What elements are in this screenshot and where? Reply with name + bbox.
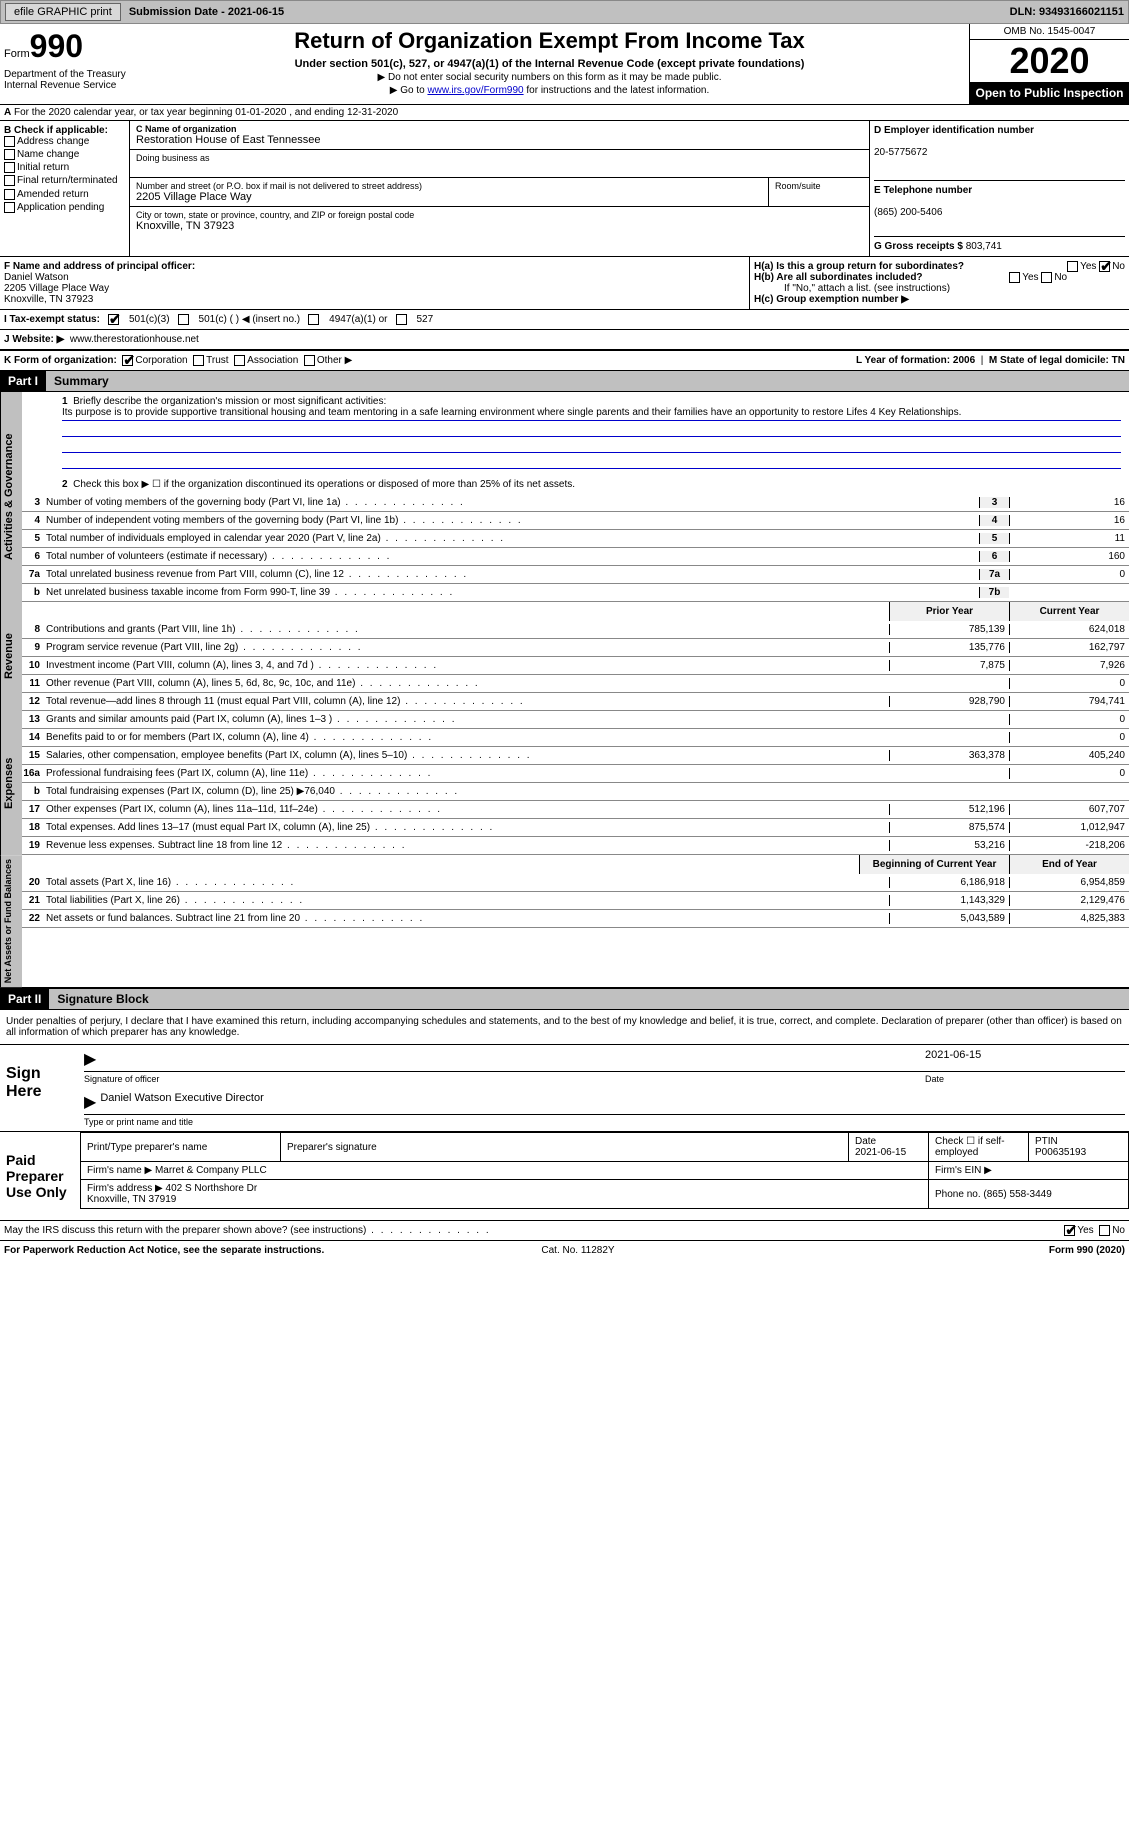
box-c: C Name of organizationRestoration House … (130, 121, 869, 256)
section-b-to-g: B Check if applicable: Address change Na… (0, 121, 1129, 257)
gross-receipts: 803,741 (966, 241, 1002, 252)
line-8: 8Contributions and grants (Part VIII, li… (22, 621, 1129, 639)
line-17: 17Other expenses (Part IX, column (A), l… (22, 801, 1129, 819)
row-k: K Form of organization: Corporation Trus… (0, 351, 1129, 371)
phone: (865) 200-5406 (874, 207, 942, 218)
org-name: Restoration House of East Tennessee (136, 134, 863, 146)
governance-section: Activities & Governance 1 Briefly descri… (0, 392, 1129, 602)
omb-number: OMB No. 1545-0047 (970, 24, 1129, 40)
footer: For Paperwork Reduction Act Notice, see … (0, 1241, 1129, 1260)
discuss-row: May the IRS discuss this return with the… (0, 1221, 1129, 1241)
line-4: 4Number of independent voting members of… (22, 512, 1129, 530)
tax-year: 2020 (970, 40, 1129, 82)
line-7a: 7aTotal unrelated business revenue from … (22, 566, 1129, 584)
city-state-zip: Knoxville, TN 37923 (136, 220, 863, 232)
line-22: 22Net assets or fund balances. Subtract … (22, 910, 1129, 928)
line-9: 9Program service revenue (Part VIII, lin… (22, 639, 1129, 657)
efile-print-button[interactable]: efile GRAPHIC print (5, 3, 121, 21)
dept-label: Department of the Treasury Internal Reve… (4, 69, 126, 91)
top-toolbar: efile GRAPHIC print Submission Date - 20… (0, 0, 1129, 24)
line-16a: 16aProfessional fundraising fees (Part I… (22, 765, 1129, 783)
dln: DLN: 93493166021151 (1010, 6, 1124, 18)
line-3: 3Number of voting members of the governi… (22, 494, 1129, 512)
public-inspection: Open to Public Inspection (970, 82, 1129, 104)
part-2-header: Part IISignature Block (0, 989, 1129, 1010)
line-12: 12Total revenue—add lines 8 through 11 (… (22, 693, 1129, 711)
street-address: 2205 Village Place Way (136, 191, 762, 203)
row-j-website: J Website: ▶ www.therestorationhouse.net (0, 330, 1129, 351)
signature-declaration: Under penalties of perjury, I declare th… (0, 1010, 1129, 1045)
box-d-e-g: D Employer identification number20-57756… (869, 121, 1129, 256)
line-b: bTotal fundraising expenses (Part IX, co… (22, 783, 1129, 801)
box-b: B Check if applicable: Address change Na… (0, 121, 130, 256)
sign-here-row: Sign Here ▶2021-06-15 Signature of offic… (0, 1045, 1129, 1132)
line-10: 10Investment income (Part VIII, column (… (22, 657, 1129, 675)
website-url: www.therestorationhouse.net (70, 334, 199, 345)
paid-preparer-row: Paid Preparer Use Only Print/Type prepar… (0, 1132, 1129, 1221)
line-18: 18Total expenses. Add lines 13–17 (must … (22, 819, 1129, 837)
row-i-status: I Tax-exempt status: 501(c)(3) 501(c) ( … (0, 310, 1129, 330)
submission-date: Submission Date - 2021-06-15 (129, 6, 284, 18)
mission-text: Its purpose is to provide supportive tra… (62, 407, 1121, 421)
line-b: bNet unrelated business taxable income f… (22, 584, 1129, 602)
net-assets-section: Net Assets or Fund Balances Beginning of… (0, 855, 1129, 989)
instruction-2: ▶ Go to www.irs.gov/Form990 for instruct… (134, 85, 965, 96)
box-f: F Name and address of principal officer:… (0, 257, 749, 309)
row-a-tax-year: A For the 2020 calendar year, or tax yea… (0, 105, 1129, 121)
preparer-table: Print/Type preparer's name Preparer's si… (80, 1132, 1129, 1209)
line-20: 20Total assets (Part X, line 16)6,186,91… (22, 874, 1129, 892)
main-title: Return of Organization Exempt From Incom… (134, 28, 965, 54)
form-word: Form (4, 48, 30, 60)
box-h: H(a) Is this a group return for subordin… (749, 257, 1129, 309)
line-15: 15Salaries, other compensation, employee… (22, 747, 1129, 765)
form-header: Form990 Department of the Treasury Inter… (0, 24, 1129, 105)
line-21: 21Total liabilities (Part X, line 26)1,1… (22, 892, 1129, 910)
subtitle: Under section 501(c), 527, or 4947(a)(1)… (134, 58, 965, 70)
part-1-header: Part ISummary (0, 371, 1129, 392)
irs-link[interactable]: www.irs.gov/Form990 (427, 85, 523, 96)
form-number: 990 (30, 28, 83, 64)
line-6: 6Total number of volunteers (estimate if… (22, 548, 1129, 566)
expenses-section: Expenses 13Grants and similar amounts pa… (0, 711, 1129, 855)
line-11: 11Other revenue (Part VIII, column (A), … (22, 675, 1129, 693)
line-19: 19Revenue less expenses. Subtract line 1… (22, 837, 1129, 855)
line-13: 13Grants and similar amounts paid (Part … (22, 711, 1129, 729)
instruction-1: ▶ Do not enter social security numbers o… (134, 72, 965, 83)
revenue-section: Revenue Prior YearCurrent Year 8Contribu… (0, 602, 1129, 711)
ein: 20-5775672 (874, 147, 927, 158)
line-5: 5Total number of individuals employed in… (22, 530, 1129, 548)
line-14: 14Benefits paid to or for members (Part … (22, 729, 1129, 747)
row-f-h: F Name and address of principal officer:… (0, 257, 1129, 310)
